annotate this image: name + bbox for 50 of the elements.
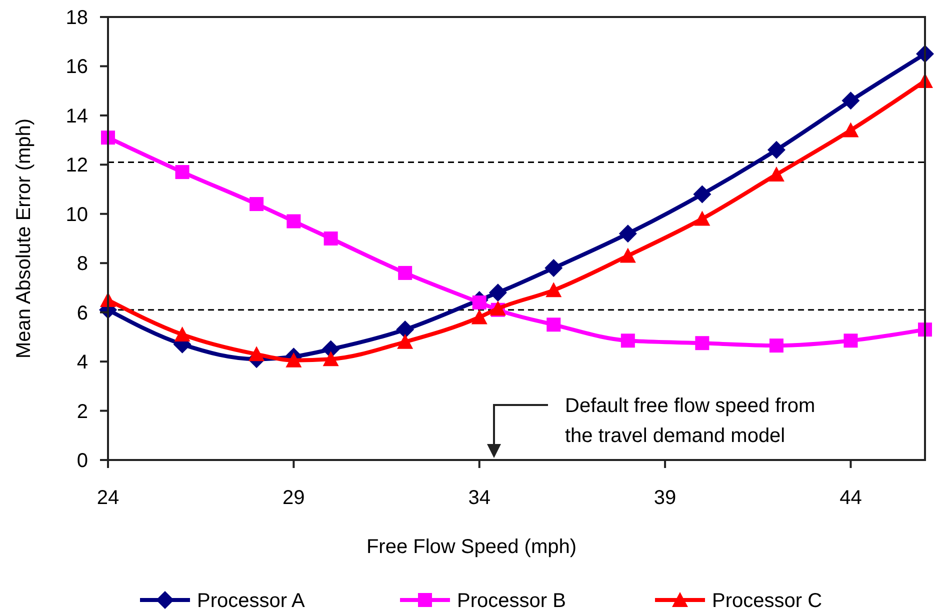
point xyxy=(488,284,507,302)
y-tick-label: 6 xyxy=(76,302,88,324)
y-tick-label: 2 xyxy=(76,400,88,423)
point xyxy=(842,92,860,110)
y-tick-label: 14 xyxy=(66,105,88,128)
legend-label: Processor A xyxy=(197,590,306,612)
legend-label: Processor B xyxy=(457,590,566,612)
point xyxy=(248,346,265,362)
annotation: Default free flow speed from the travel demand model xyxy=(565,395,816,447)
y-tick-label: 8 xyxy=(76,253,88,276)
point xyxy=(396,320,414,339)
point xyxy=(322,351,339,366)
point xyxy=(620,334,635,348)
x-tick-label: 39 xyxy=(654,487,676,509)
point xyxy=(286,352,302,368)
point xyxy=(472,295,486,310)
point xyxy=(174,326,190,342)
x-axis-title: Free Flow Speed (mph) xyxy=(366,536,577,558)
legend-label: Processor C xyxy=(712,590,822,612)
point xyxy=(397,334,414,349)
point xyxy=(324,232,338,246)
y-tick-label: 12 xyxy=(66,154,88,177)
y-tick-label: 10 xyxy=(66,204,88,226)
point xyxy=(842,122,859,138)
x-tick-label: 29 xyxy=(282,487,305,509)
point xyxy=(768,166,784,182)
point xyxy=(620,248,636,263)
point xyxy=(250,197,264,212)
point xyxy=(618,224,637,243)
y-tick-label: 16 xyxy=(66,56,88,78)
y-tick-label: 0 xyxy=(76,450,88,472)
point xyxy=(844,334,858,348)
point xyxy=(767,140,786,159)
y-axis-title: Mean Absolute Error (mph) xyxy=(13,118,35,359)
point xyxy=(695,336,710,350)
point xyxy=(693,185,712,204)
point xyxy=(175,165,190,180)
point xyxy=(694,210,710,226)
point xyxy=(546,282,562,298)
point xyxy=(544,259,563,278)
point xyxy=(471,309,488,324)
x-tick-label: 24 xyxy=(96,487,120,509)
point xyxy=(398,266,412,280)
x-tick-label: 44 xyxy=(840,487,862,509)
y-tick-label: 4 xyxy=(76,352,88,374)
point xyxy=(286,214,301,228)
y-tick-label: 18 xyxy=(66,7,88,29)
point xyxy=(546,318,561,332)
point xyxy=(769,338,784,353)
x-tick-label: 34 xyxy=(468,487,490,509)
